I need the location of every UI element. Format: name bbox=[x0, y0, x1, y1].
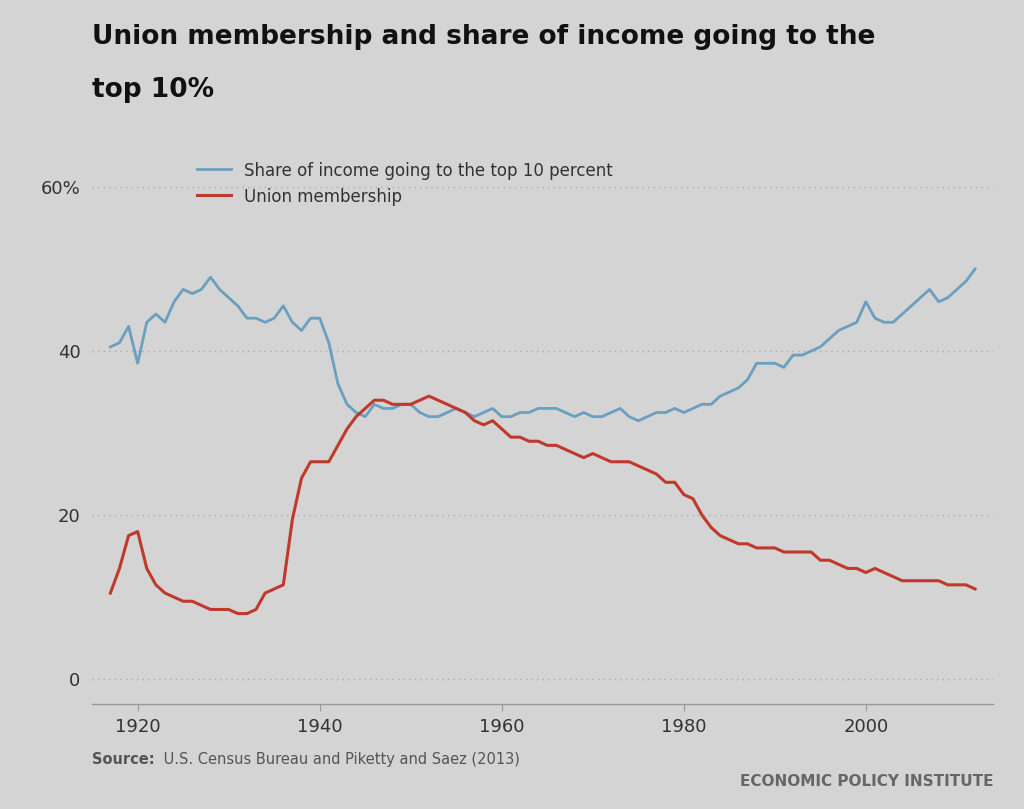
Union membership bbox=[559, 445, 571, 455]
Union membership bbox=[423, 392, 435, 401]
Text: Source:: Source: bbox=[92, 752, 155, 768]
Union membership bbox=[359, 404, 372, 413]
Share of income going to the top 10 percent bbox=[568, 412, 581, 421]
Share of income going to the top 10 percent bbox=[477, 408, 489, 417]
Legend: Share of income going to the top 10 percent, Union membership: Share of income going to the top 10 perc… bbox=[190, 155, 620, 213]
Union membership bbox=[587, 449, 599, 459]
Line: Union membership: Union membership bbox=[111, 396, 975, 613]
Union membership bbox=[222, 604, 234, 614]
Share of income going to the top 10 percent bbox=[969, 264, 981, 273]
Union membership bbox=[231, 608, 244, 618]
Share of income going to the top 10 percent bbox=[222, 293, 234, 303]
Union membership bbox=[104, 588, 117, 598]
Text: U.S. Census Bureau and Piketty and Saez (2013): U.S. Census Bureau and Piketty and Saez … bbox=[159, 752, 519, 768]
Share of income going to the top 10 percent bbox=[541, 404, 553, 413]
Line: Share of income going to the top 10 percent: Share of income going to the top 10 perc… bbox=[111, 269, 975, 421]
Text: ECONOMIC POLICY INSTITUTE: ECONOMIC POLICY INSTITUTE bbox=[739, 773, 993, 789]
Text: top 10%: top 10% bbox=[92, 77, 214, 103]
Text: Union membership and share of income going to the: Union membership and share of income goi… bbox=[92, 24, 876, 50]
Share of income going to the top 10 percent bbox=[350, 408, 362, 417]
Union membership bbox=[496, 424, 508, 434]
Share of income going to the top 10 percent bbox=[905, 301, 918, 311]
Share of income going to the top 10 percent bbox=[104, 342, 117, 352]
Share of income going to the top 10 percent bbox=[632, 416, 644, 426]
Union membership bbox=[969, 584, 981, 594]
Union membership bbox=[914, 576, 927, 586]
